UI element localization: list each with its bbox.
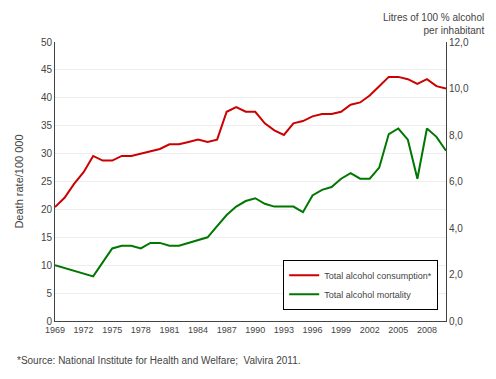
svg-text:*Source: National Institute fo: *Source: National Institute for Health a… bbox=[17, 355, 301, 366]
svg-text:20: 20 bbox=[41, 204, 53, 215]
svg-text:6,0: 6,0 bbox=[449, 176, 463, 187]
svg-text:2,0: 2,0 bbox=[449, 269, 463, 280]
svg-text:35: 35 bbox=[41, 120, 53, 131]
svg-text:30: 30 bbox=[41, 148, 53, 159]
svg-text:8,0: 8,0 bbox=[449, 130, 463, 141]
svg-text:Death rate/100 000: Death rate/100 000 bbox=[13, 134, 25, 228]
svg-text:4,0: 4,0 bbox=[449, 223, 463, 234]
svg-text:12,0: 12,0 bbox=[449, 37, 469, 48]
svg-text:1987: 1987 bbox=[217, 325, 237, 335]
svg-text:1999: 1999 bbox=[331, 325, 351, 335]
svg-text:25: 25 bbox=[41, 176, 53, 187]
svg-text:1972: 1972 bbox=[74, 325, 94, 335]
svg-text:Total alcohol consumption*: Total alcohol consumption* bbox=[324, 271, 432, 281]
svg-text:2008: 2008 bbox=[417, 325, 437, 335]
svg-text:10: 10 bbox=[41, 260, 53, 271]
svg-text:2005: 2005 bbox=[388, 325, 408, 335]
svg-text:10,0: 10,0 bbox=[449, 83, 469, 94]
svg-text:0,0: 0,0 bbox=[449, 316, 463, 327]
svg-text:1993: 1993 bbox=[274, 325, 294, 335]
svg-text:1996: 1996 bbox=[302, 325, 322, 335]
svg-text:Litres of 100 % alcoholper inh: Litres of 100 % alcoholper inhabitant bbox=[383, 12, 484, 36]
svg-text:Total alcohol mortality: Total alcohol mortality bbox=[324, 290, 411, 300]
svg-text:1984: 1984 bbox=[188, 325, 208, 335]
svg-text:1981: 1981 bbox=[159, 325, 179, 335]
svg-text:45: 45 bbox=[41, 64, 53, 75]
svg-text:2002: 2002 bbox=[360, 325, 380, 335]
svg-text:1969: 1969 bbox=[45, 325, 65, 335]
svg-text:1975: 1975 bbox=[102, 325, 122, 335]
svg-text:1990: 1990 bbox=[245, 325, 265, 335]
svg-text:15: 15 bbox=[41, 232, 53, 243]
svg-text:0: 0 bbox=[46, 316, 52, 327]
svg-text:50: 50 bbox=[41, 37, 53, 48]
svg-text:40: 40 bbox=[41, 92, 53, 103]
svg-text:5: 5 bbox=[46, 288, 52, 299]
svg-text:1978: 1978 bbox=[131, 325, 151, 335]
